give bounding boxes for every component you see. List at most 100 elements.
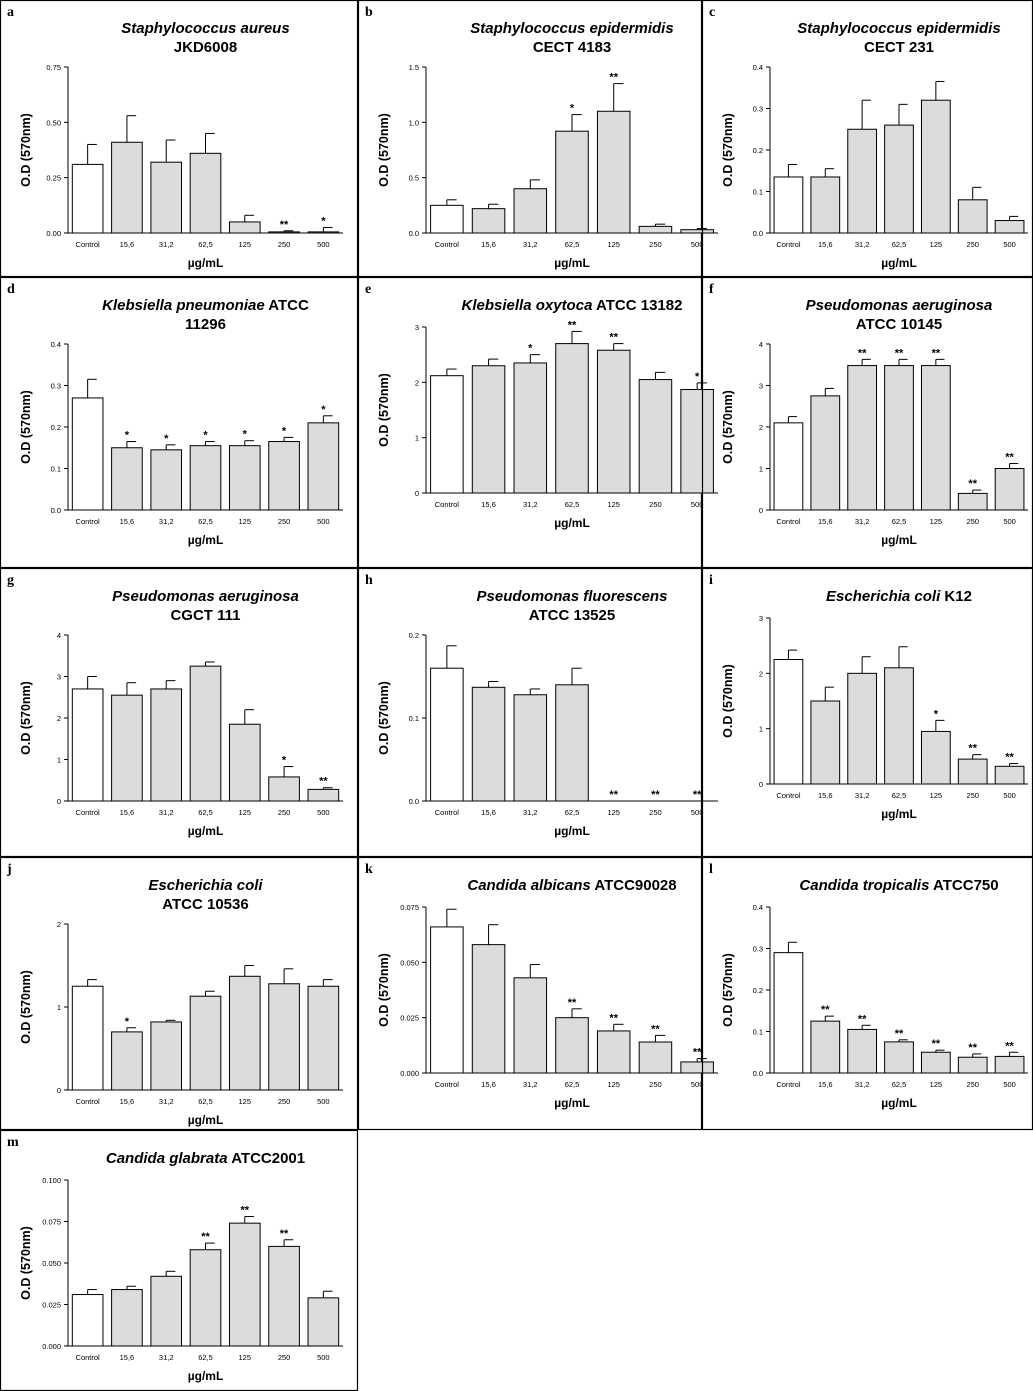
panel-k: k Candida albicans ATCC90028 0.000 0.025 0.0… [357,856,718,1131]
chart-title-segment: Pseudomonas fluorescens [477,588,668,605]
y-tick-label: 0.000 [400,1069,419,1078]
y-tick-label: 2 [57,714,61,723]
significance-mark: ** [968,743,977,755]
chart-title-line: ATCC 10145 [856,316,942,333]
x-tick-label: Control [435,240,460,249]
bar [884,124,914,234]
significance-mark: * [528,343,533,355]
bar [810,700,841,785]
panel-border [0,856,359,1131]
y-axis-label: O.D (570nm) [377,681,391,755]
x-tick-label: 125 [239,517,252,526]
bar [884,1041,914,1074]
x-tick-label: 15,6 [818,517,833,526]
x-axis-label: µg/mL [554,1096,590,1110]
bar [513,977,548,1074]
significance-mark: ** [609,789,618,801]
x-tick-label: 250 [966,240,979,249]
x-tick-label: 250 [278,808,291,817]
bar [957,758,988,785]
significance-mark: ** [968,1042,977,1054]
y-tick-label: 0.5 [409,174,419,183]
bar [228,445,261,511]
significance-mark: * [695,371,700,383]
y-tick-label: 0.0 [409,229,419,238]
bar [268,983,300,1091]
bar [810,395,841,511]
x-tick-label: 250 [278,240,291,249]
chart-title-line: Staphylococcus epidermidis [797,20,1000,37]
significance-mark: ** [568,997,577,1009]
significance-mark: ** [932,347,941,359]
bar [555,130,589,234]
x-tick-label: 15,6 [120,517,135,526]
y-tick-label: 1.0 [409,118,419,127]
y-tick-label: 0.025 [42,1301,61,1310]
y-axis-label: O.D (570nm) [721,113,735,187]
bar [513,694,548,802]
significance-mark: * [125,430,130,442]
significance-mark: ** [821,1004,830,1016]
chart-title-line: CECT 4183 [533,39,611,56]
bar [307,1297,340,1347]
y-tick-label: 0.3 [51,382,61,391]
x-tick-label: 15,6 [120,1097,135,1106]
x-tick-label: 15,6 [481,808,496,817]
y-tick-label: 2 [415,378,419,387]
significance-mark: ** [280,219,289,231]
x-axis-label: µg/mL [188,1113,224,1127]
significance-mark: ** [651,789,660,801]
bar [150,688,183,802]
panel-letter: k [365,862,373,877]
chart-title-line: ATCC 10536 [162,896,248,913]
bar [596,349,631,494]
chart-title-segment: ATCC 13182 [592,297,682,314]
significance-mark: ** [241,1205,250,1217]
chart-title-segment: ATCC 10145 [856,316,942,333]
significance-mark: ** [968,478,977,490]
x-tick-label: 125 [607,1080,620,1089]
chart-title-line: CECT 231 [864,39,934,56]
x-tick-label: 500 [1003,1080,1016,1089]
x-tick-label: 31,2 [523,500,538,509]
x-tick-label: 250 [649,240,662,249]
x-tick-label: Control [776,791,801,800]
x-tick-label: 15,6 [120,1353,135,1362]
bar [994,220,1025,234]
significance-mark: * [282,755,287,767]
x-tick-label: 250 [278,1353,291,1362]
y-tick-label: 1 [759,465,763,474]
significance-mark: * [125,1016,130,1028]
x-tick-label: 31,2 [159,1353,174,1362]
y-axis-label: O.D (570nm) [19,390,33,464]
y-tick-label: 3 [415,323,419,332]
x-tick-label: 62,5 [892,517,907,526]
bar [430,926,464,1074]
panel-border [0,0,359,278]
bar [957,492,988,511]
y-tick-label: 1 [57,756,61,765]
x-tick-label: Control [76,240,101,249]
x-tick-label: 500 [691,240,704,249]
significance-mark: ** [609,1012,618,1024]
significance-mark: ** [858,1013,867,1025]
x-axis-label: µg/mL [554,824,590,838]
panel-j: j Escherichia coli ATCC 10536 0 1 2 O.D (570nm… [0,856,359,1131]
significance-mark: * [321,215,326,227]
y-tick-label: 0 [57,797,61,806]
bar [111,1289,143,1347]
chart-title-line: Staphylococcus epidermidis [470,20,673,37]
bar [150,1021,183,1091]
bar [307,985,340,1091]
bar [430,204,464,234]
chart-title-segment: Staphylococcus aureus [121,20,289,37]
bar [307,788,340,802]
panel-letter: a [7,5,14,20]
bar [150,161,183,234]
y-tick-label: 0.4 [51,340,61,349]
y-tick-label: 0.4 [753,63,763,72]
panel-letter: c [709,5,715,20]
x-axis-label: µg/mL [188,1369,224,1383]
x-tick-label: 31,2 [855,240,870,249]
x-axis-label: µg/mL [188,256,224,270]
